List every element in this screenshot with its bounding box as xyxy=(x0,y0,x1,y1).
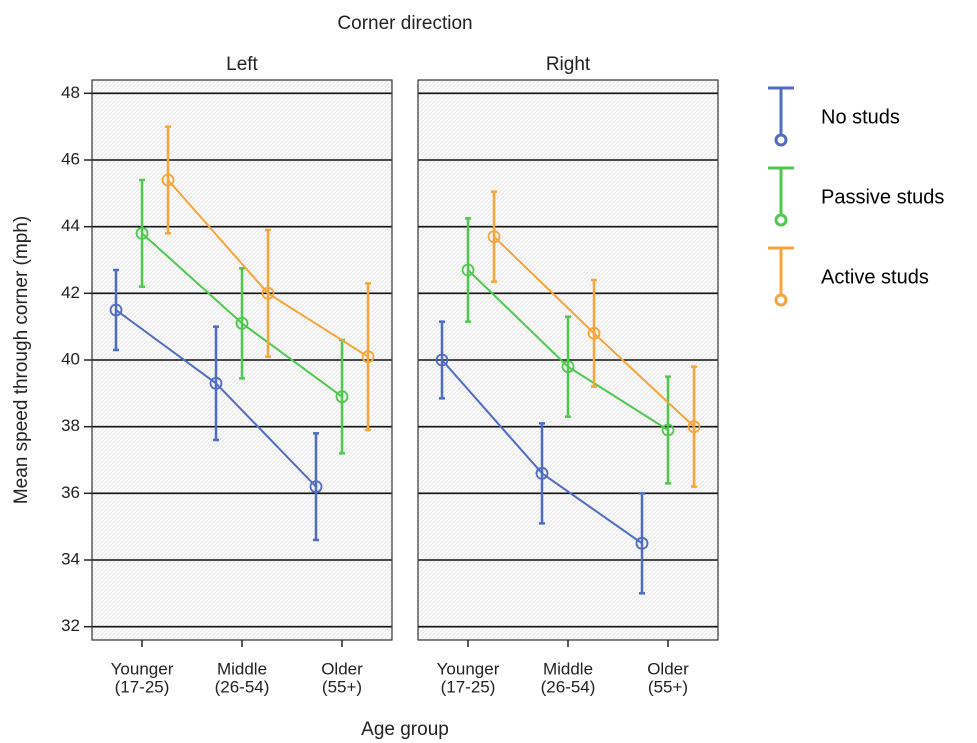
error-bar xyxy=(591,278,597,388)
error-bar xyxy=(491,190,497,283)
error-bar xyxy=(313,432,319,542)
x-tick-label: Younger xyxy=(437,659,500,678)
point xyxy=(261,286,275,300)
x-tick-label: Older xyxy=(647,659,689,678)
error-bar xyxy=(639,492,645,595)
point xyxy=(435,353,449,367)
legend-label: Passive studs xyxy=(821,186,944,208)
error-bar xyxy=(665,375,671,485)
error-bar xyxy=(465,217,471,323)
error-bar xyxy=(365,282,371,432)
y-tick-label: 38 xyxy=(61,416,80,435)
x-tick-label: (17-25) xyxy=(115,677,170,696)
legend-label: Active studs xyxy=(821,266,929,288)
point xyxy=(309,480,323,494)
point xyxy=(487,230,501,244)
legend-swatch xyxy=(774,293,788,307)
y-tick-label: 34 xyxy=(61,549,80,568)
point xyxy=(661,423,675,437)
x-tick-label: (55+) xyxy=(322,677,362,696)
point xyxy=(461,263,475,277)
error-bar xyxy=(165,125,171,235)
y-axis-label: Mean speed through corner (mph) xyxy=(11,216,32,504)
x-tick-label: Younger xyxy=(111,659,174,678)
error-bar xyxy=(691,365,697,488)
point xyxy=(687,420,701,434)
y-tick-label: 32 xyxy=(61,616,80,635)
point xyxy=(335,390,349,404)
panel-title: Left xyxy=(226,54,258,75)
x-tick-label: (26-54) xyxy=(215,677,270,696)
point xyxy=(135,226,149,240)
x-tick-label: (55+) xyxy=(648,677,688,696)
error-bar xyxy=(265,228,271,358)
error-bar xyxy=(539,422,545,525)
x-tick-label: Middle xyxy=(217,659,267,678)
y-tick-label: 44 xyxy=(61,216,80,235)
panel-title: Right xyxy=(546,54,591,75)
y-tick-label: 42 xyxy=(61,283,80,302)
y-tick-label: 46 xyxy=(61,149,80,168)
error-bar xyxy=(139,178,145,288)
legend-swatch xyxy=(774,213,788,227)
legend-swatch xyxy=(774,133,788,147)
chart-title: Corner direction xyxy=(337,13,472,34)
error-bar xyxy=(239,267,245,380)
legend-label: No studs xyxy=(821,106,900,128)
error-bar xyxy=(439,320,445,400)
y-tick-label: 48 xyxy=(61,83,80,102)
error-bar xyxy=(565,315,571,418)
x-axis-label: Age group xyxy=(361,719,449,740)
x-tick-label: Middle xyxy=(543,659,593,678)
point xyxy=(209,376,223,390)
x-tick-label: (26-54) xyxy=(541,677,596,696)
point xyxy=(561,360,575,374)
y-tick-label: 36 xyxy=(61,483,80,502)
point xyxy=(635,536,649,550)
point xyxy=(535,466,549,480)
point xyxy=(361,350,375,364)
error-bar xyxy=(113,268,119,352)
x-tick-label: (17-25) xyxy=(441,677,496,696)
point xyxy=(161,173,175,187)
x-tick-label: Older xyxy=(321,659,363,678)
y-tick-label: 40 xyxy=(61,349,80,368)
point xyxy=(587,326,601,340)
point xyxy=(235,316,249,330)
point xyxy=(109,303,123,317)
error-bar xyxy=(213,325,219,442)
